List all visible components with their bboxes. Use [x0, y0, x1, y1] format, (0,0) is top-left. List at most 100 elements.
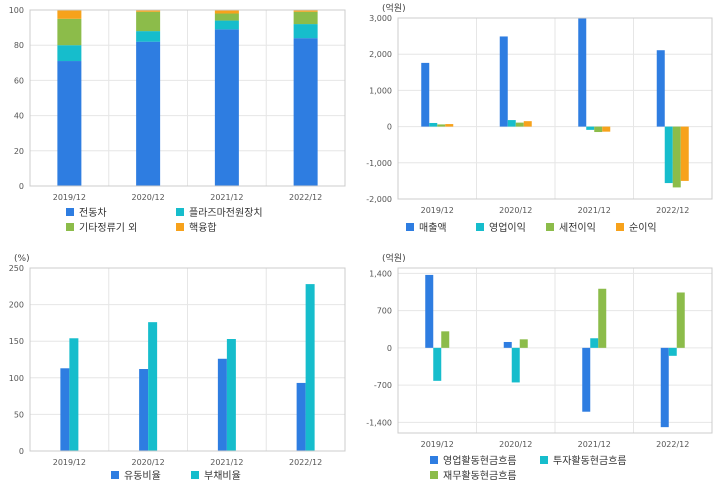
bar-2020/12-기타정류기 외 [136, 11, 161, 32]
y-tick-label: -1,000 [366, 159, 392, 168]
bar-2020/12-투자활동현금흐름 [511, 347, 520, 383]
chart-panel-2: (억원) -2,000 -1,000 0 1,000 2,000 3,000 2019/12 2… [366, 2, 713, 234]
bar-2022/12-세전이익 [672, 126, 681, 188]
legend-swatch [406, 223, 414, 231]
bar-2021/12-기타정류기 외 [214, 13, 239, 21]
y-tick-label: 100 [9, 6, 24, 15]
bar-2019/12-플라즈마전원장치 [57, 45, 82, 62]
bar-2019/12-영업활동현금흐름 [425, 274, 434, 348]
y-tick-label: 0 [19, 182, 24, 191]
bar-2019/12-기타정류기 외 [57, 18, 82, 46]
bar-2020/12-순이익 [523, 121, 532, 127]
legend-label: 영업활동현금흐름 [443, 454, 517, 467]
unit-label: (%) [14, 254, 30, 264]
y-tick-label: 200 [9, 301, 24, 310]
legend-swatch [111, 471, 119, 479]
x-tick-label: 2021/12 [210, 193, 243, 202]
bar-2021/12-투자활동현금흐름 [590, 338, 599, 348]
y-tick-label: -700 [374, 381, 392, 390]
y-tick-label: 60 [14, 76, 24, 85]
bar-2022/12-투자활동현금흐름 [668, 347, 677, 356]
bar-2019/12-부채비율 [69, 338, 79, 451]
bar-2021/12-영업활동현금흐름 [582, 347, 591, 412]
legend-label: 재무활동현금흐름 [443, 469, 517, 482]
legend-swatch [66, 223, 74, 231]
plot-frame [29, 267, 346, 452]
x-tick-label: 2021/12 [578, 206, 611, 215]
y-tick-label: 40 [14, 112, 24, 121]
y-tick-label: 0 [387, 344, 392, 353]
unit-label: (억원) [382, 2, 406, 14]
y-tick-label: 700 [377, 307, 392, 316]
x-tick-label: 2019/12 [53, 193, 86, 202]
bar-2019/12-핵융합 [57, 10, 82, 19]
bar-2022/12-부채비율 [305, 284, 315, 451]
bar-2022/12-재무활동현금흐름 [676, 292, 685, 348]
bar-2021/12-재무활동현금흐름 [598, 288, 607, 348]
bar-2019/12-매출액 [421, 62, 430, 127]
bar-2019/12-유동비율 [60, 368, 70, 451]
y-tick-label: 3,000 [369, 14, 392, 23]
x-tick-label: 2022/12 [656, 206, 689, 215]
y-tick-label: 0 [387, 123, 392, 132]
bar-2019/12-세전이익 [437, 124, 446, 127]
bar-2019/12-영업이익 [429, 122, 438, 127]
x-tick-label: 2022/12 [656, 440, 689, 449]
bar-2020/12-플라즈마전원장치 [136, 31, 161, 42]
x-tick-label: 2021/12 [578, 440, 611, 449]
legend-label: 기타정류기 외 [79, 222, 137, 234]
bar-2022/12-유동비율 [296, 382, 306, 451]
bar-2022/12-매출액 [656, 50, 665, 127]
y-tick-label: 150 [9, 337, 24, 346]
y-tick-label: 0 [19, 447, 24, 456]
legend-swatch [476, 223, 484, 231]
x-tick-label: 2020/12 [132, 458, 165, 467]
bar-2020/12-부채비율 [148, 322, 158, 451]
bar-2021/12-영업이익 [586, 126, 595, 130]
bar-2021/12-플라즈마전원장치 [214, 20, 239, 30]
bar-2022/12-플라즈마전원장치 [293, 24, 318, 39]
bar-2020/12-재무활동현금흐름 [519, 339, 528, 348]
bar-2019/12-재무활동현금흐름 [441, 331, 450, 348]
bar-2021/12-세전이익 [594, 126, 603, 133]
bar-2022/12-영업이익 [664, 126, 673, 184]
legend-label: 영업이익 [489, 221, 526, 234]
bar-2020/12-매출액 [499, 36, 508, 127]
x-tick-label: 2020/12 [499, 206, 532, 215]
legend-swatch [430, 456, 438, 464]
bar-2022/12-핵융합 [293, 10, 318, 12]
y-tick-label: 1,000 [369, 86, 392, 95]
bar-2022/12-전동차 [293, 38, 318, 186]
chart-panel-3: (%) 0 50 100 150 200 250 2019/12 2020/12 2021/12 2… [9, 254, 346, 482]
legend-swatch [616, 223, 624, 231]
y-tick-label: -1,400 [366, 418, 392, 427]
plot-frame [397, 17, 713, 200]
bar-2021/12-순이익 [602, 126, 611, 132]
bar-2020/12-유동비율 [139, 369, 149, 451]
bar-2021/12-유동비율 [217, 358, 227, 451]
legend-swatch [546, 223, 554, 231]
legend-swatch [540, 456, 548, 464]
x-tick-label: 2021/12 [210, 458, 243, 467]
bar-2020/12-영업이익 [507, 120, 516, 127]
bar-2022/12-순이익 [680, 126, 689, 181]
legend-label: 핵융합 [189, 222, 217, 234]
legend-label: 세전이익 [559, 222, 596, 234]
bar-2019/12-투자활동현금흐름 [433, 347, 442, 381]
y-tick-label: 20 [14, 147, 24, 156]
plot-frame [29, 9, 346, 187]
x-tick-label: 2020/12 [132, 193, 165, 202]
bar-2022/12-영업활동현금흐름 [660, 347, 669, 428]
y-tick-label: 80 [14, 41, 24, 50]
legend-swatch [176, 208, 184, 216]
legend-label: 투자활동현금흐름 [553, 454, 627, 467]
unit-label: (억원) [382, 252, 406, 264]
x-tick-label: 2019/12 [421, 206, 454, 215]
bar-2021/12-부채비율 [226, 339, 236, 451]
bar-2021/12-핵융합 [214, 10, 239, 14]
x-tick-label: 2020/12 [499, 440, 532, 449]
legend-label: 부채비율 [204, 470, 241, 482]
legend-swatch [191, 471, 199, 479]
y-tick-label: -2,000 [366, 195, 392, 204]
